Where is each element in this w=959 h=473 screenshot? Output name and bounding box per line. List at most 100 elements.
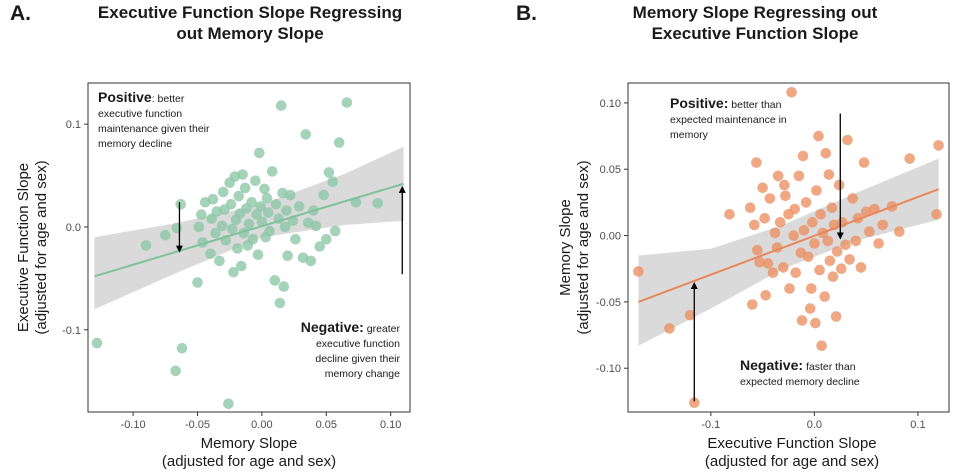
data-point xyxy=(247,234,259,245)
y-tick-label: 0.1 xyxy=(66,119,81,131)
data-point xyxy=(806,283,817,294)
data-point xyxy=(264,225,275,237)
data-point xyxy=(160,229,171,241)
data-point xyxy=(275,100,287,111)
x-tick-label: -0.1 xyxy=(701,419,720,431)
data-point xyxy=(931,209,942,220)
positive-text-line: maintenance given their xyxy=(98,123,210,135)
data-point xyxy=(764,193,776,204)
data-point xyxy=(830,311,842,322)
data-point xyxy=(175,199,186,210)
data-point xyxy=(788,230,799,241)
data-point xyxy=(864,226,875,237)
data-point xyxy=(816,340,827,352)
y-axis-title: Executive Function Slope xyxy=(15,163,32,332)
negative-text: faster than xyxy=(803,361,856,373)
data-point xyxy=(664,323,675,334)
data-point xyxy=(300,129,312,140)
data-point xyxy=(193,221,205,233)
data-point xyxy=(759,213,770,224)
data-point xyxy=(217,186,229,198)
positive-text-line: memory xyxy=(670,129,709,141)
data-point xyxy=(823,169,835,180)
negative-text-line: expected memory decline xyxy=(740,376,860,388)
negative-label: Negative: xyxy=(740,357,803,373)
chart-title: Memory Slope Regressing out Executive Fu… xyxy=(570,2,940,44)
negative-annotation: Negative: faster than xyxy=(740,357,856,373)
data-point xyxy=(778,262,789,273)
data-point xyxy=(802,251,814,263)
x-tick-label: -0.10 xyxy=(121,419,146,431)
data-point xyxy=(847,193,858,204)
data-point xyxy=(232,243,243,254)
data-point xyxy=(314,241,326,252)
data-point xyxy=(760,290,771,301)
data-point xyxy=(842,134,853,146)
data-point xyxy=(250,175,261,186)
data-point xyxy=(282,250,293,261)
data-point xyxy=(293,201,305,212)
data-point xyxy=(752,244,763,256)
x-axis-subtitle: (adjusted for age and sex) xyxy=(705,453,879,470)
negative-text: greater xyxy=(364,323,401,335)
data-point xyxy=(284,189,296,201)
data-point xyxy=(290,234,301,245)
data-point xyxy=(762,258,774,269)
negative-annotation: Negative: greater xyxy=(301,319,401,335)
data-point xyxy=(904,153,915,164)
data-point xyxy=(259,183,270,195)
scatter-plot: -0.10 -0.05 0.00 0.05 0.10 -0.1 0.0 0.1 Memory S… xyxy=(15,82,411,470)
data-point xyxy=(228,266,239,278)
data-point xyxy=(798,225,810,236)
positive-annotation: Positive: better xyxy=(98,89,185,105)
y-axis-subtitle: (adjusted for age and sex) xyxy=(33,160,50,334)
data-point xyxy=(831,246,843,257)
data-point xyxy=(858,157,870,168)
data-point xyxy=(223,398,234,410)
data-point xyxy=(804,303,816,314)
positive-label: Positive: xyxy=(670,95,728,111)
scatter-plot: -0.1 0.0 0.1 -0.10 -0.05 0.00 0.05 0.10 Executiv… xyxy=(557,82,950,470)
x-axis-subtitle: (adjusted for age and sex) xyxy=(162,453,336,470)
positive-annotation: Positive: better than xyxy=(670,95,782,111)
data-point xyxy=(333,137,345,148)
y-tick-label: -0.1 xyxy=(62,325,81,337)
x-axis-title: Memory Slope xyxy=(201,435,298,452)
data-point xyxy=(751,157,762,168)
arrow-head xyxy=(398,185,406,193)
data-point xyxy=(196,209,207,220)
negative-text-line: memory change xyxy=(325,368,400,380)
data-point xyxy=(796,315,808,326)
data-point xyxy=(237,169,248,180)
data-point xyxy=(274,297,286,309)
x-tick-label: 0.10 xyxy=(380,419,401,431)
y-tick-label: 0.05 xyxy=(600,164,621,176)
data-point xyxy=(807,217,818,228)
data-point xyxy=(281,205,292,216)
data-point xyxy=(786,87,797,98)
y-tick-label: -0.10 xyxy=(596,363,621,375)
chart-title: Executive Function Slope Regressing out … xyxy=(60,2,440,44)
regression-line xyxy=(94,182,404,278)
data-point xyxy=(820,148,832,159)
x-tick-label: 0.1 xyxy=(910,419,925,431)
data-point xyxy=(91,337,103,349)
data-point xyxy=(327,176,339,187)
panel-b: B. Memory Slope Regressing out Executive… xyxy=(480,0,959,473)
data-point xyxy=(255,201,266,212)
data-point xyxy=(252,249,264,260)
data-point xyxy=(754,256,765,268)
data-point xyxy=(216,220,228,232)
arrow-head xyxy=(175,245,183,253)
data-point xyxy=(844,254,855,265)
positive-text-line: expected maintenance in xyxy=(670,114,787,126)
plot-frame xyxy=(87,82,411,413)
data-point xyxy=(772,170,784,182)
positive-text-line: executive function xyxy=(98,108,182,120)
data-point xyxy=(171,222,183,234)
y-tick-label: 0.0 xyxy=(66,222,81,234)
data-point xyxy=(261,192,273,204)
data-point xyxy=(780,190,791,202)
data-point xyxy=(253,147,265,159)
data-point xyxy=(767,267,779,279)
